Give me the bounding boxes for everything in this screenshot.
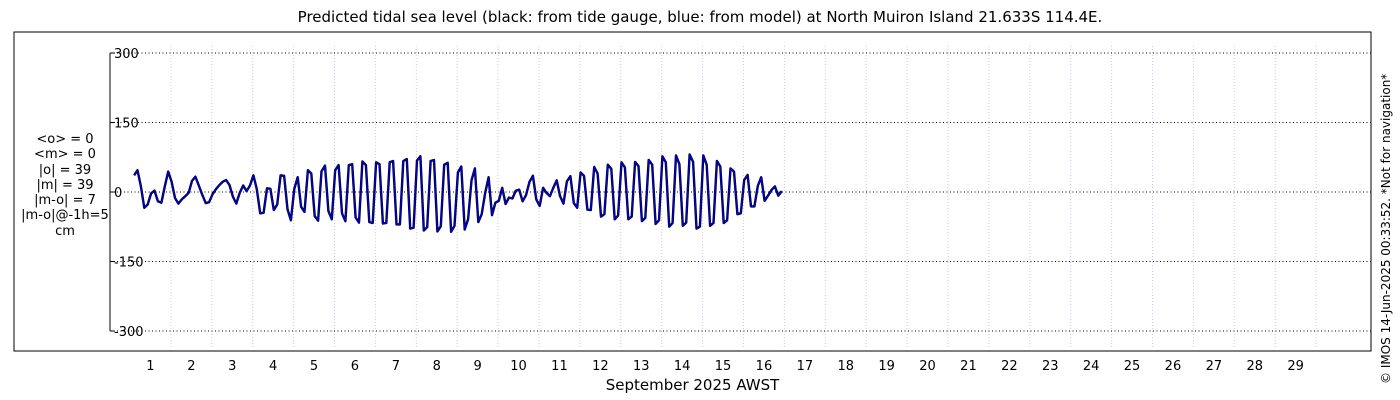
x-tick-labels: 1 2 3 4 5 6 7 8 9 10 11 12 13 14 15 16 17 18 19 20 21 22 23 24 2…	[146, 359, 1304, 374]
x-tick-label: 20	[919, 359, 936, 374]
x-tick-label: 2	[187, 359, 195, 374]
stat-abs-obs: |o| = 39	[38, 162, 92, 178]
x-tick-label: 26	[1165, 359, 1182, 374]
x-tick-label: 6	[351, 359, 359, 374]
x-tick-label: 14	[674, 359, 691, 374]
x-tick-label: 19	[878, 359, 895, 374]
stat-mean-model: <m> = 0	[34, 147, 96, 163]
x-tick-label: 9	[474, 359, 482, 374]
x-tick-label: 17	[797, 359, 814, 374]
x-tick-label: 1	[146, 359, 154, 374]
x-tick-label: 29	[1287, 359, 1304, 374]
grid	[110, 46, 1371, 348]
x-tick-label: 7	[392, 359, 400, 374]
chart-title: Predicted tidal sea level (black: from t…	[297, 8, 1103, 26]
y-tick-labels: 300 150 0 -150 -300	[110, 47, 144, 340]
stat-abs-model: |m| = 39	[36, 177, 94, 193]
x-tick-label: 24	[1083, 359, 1100, 374]
copyright-notice: © IMOS 14-Jun-2025 00:33:52. *Not for na…	[1379, 73, 1393, 384]
x-tick-label: 8	[433, 359, 441, 374]
series-layer	[133, 153, 783, 234]
x-tick-label: 11	[551, 359, 568, 374]
y-tick-label: 0	[114, 186, 122, 201]
stat-abs-diff-lag: |m-o|@-1h=5	[21, 208, 109, 224]
y-tick-label: -300	[114, 325, 144, 340]
x-tick-label: 13	[633, 359, 650, 374]
y-tick-label: 150	[114, 117, 139, 132]
x-tick-label: 3	[228, 359, 236, 374]
x-tick-label: 18	[837, 359, 854, 374]
x-tick-label: 5	[310, 359, 318, 374]
x-tick-label: 21	[960, 359, 977, 374]
stat-mean-obs: <o> = 0	[36, 132, 94, 147]
x-tick-label: 16	[756, 359, 773, 374]
x-tick-label: 25	[1124, 359, 1141, 374]
y-tick-label: -150	[114, 255, 144, 270]
model-series-line	[133, 153, 783, 233]
x-tick-label: 28	[1246, 359, 1263, 374]
x-tick-label: 15	[715, 359, 732, 374]
x-tick-label: 10	[510, 359, 527, 374]
y-tick-label: 300	[114, 47, 139, 62]
x-tick-label: 12	[592, 359, 609, 374]
x-axis-label: September 2025 AWST	[605, 376, 780, 394]
x-tick-label: 22	[1001, 359, 1018, 374]
x-tick-label: 27	[1206, 359, 1223, 374]
statistics-panel: <o> = 0 <m> = 0 |o| = 39 |m| = 39 |m-o| …	[18, 132, 112, 239]
x-tick-label: 23	[1042, 359, 1059, 374]
stat-abs-diff: |m-o| = 7	[34, 193, 96, 209]
stat-unit: cm	[55, 223, 75, 239]
x-tick-label: 4	[269, 359, 277, 374]
